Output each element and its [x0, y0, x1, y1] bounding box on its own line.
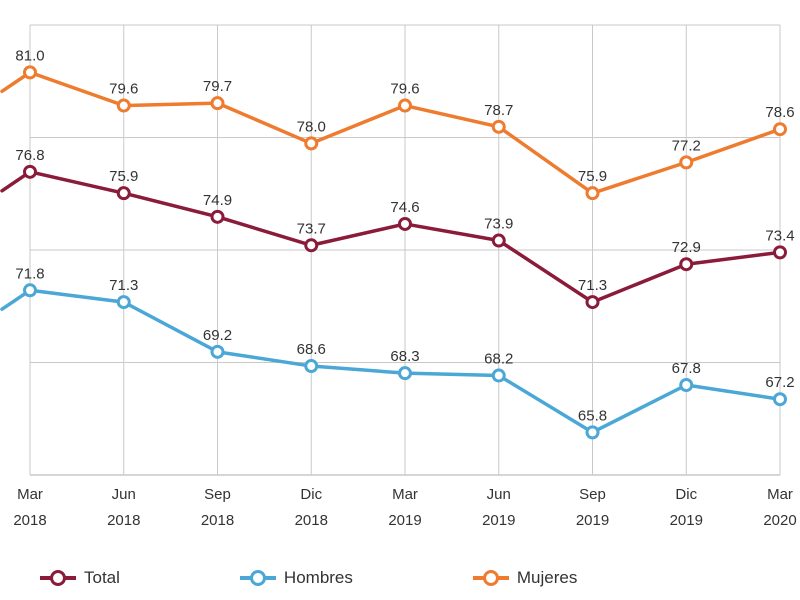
series-marker	[306, 361, 317, 372]
x-month-label: Mar	[392, 486, 418, 503]
legend: Total Hombres Mujeres	[40, 568, 760, 588]
legend-label: Total	[84, 568, 120, 588]
x-year-label: 2019	[670, 512, 703, 529]
x-month-label: Mar	[767, 486, 793, 503]
data-label: 69.2	[203, 327, 232, 344]
data-label: 71.3	[109, 277, 138, 294]
series-marker	[118, 100, 129, 111]
legend-label: Hombres	[284, 568, 353, 588]
data-label: 74.9	[203, 192, 232, 209]
series-marker	[587, 297, 598, 308]
legend-item: Mujeres	[473, 568, 577, 588]
series-marker	[212, 346, 223, 357]
series-marker	[775, 124, 786, 135]
chart-svg: Mar 2018 Jun 2018 Sep 2018 Dic 2018 Mar 2019 Jun 20…	[0, 0, 800, 600]
data-label: 68.3	[390, 348, 419, 365]
x-month-label: Dic	[675, 486, 697, 503]
x-month-label: Dic	[300, 486, 322, 503]
x-month-label: Jun	[112, 486, 136, 503]
data-label: 68.6	[297, 341, 326, 358]
series-marker	[400, 368, 411, 379]
series-marker	[587, 188, 598, 199]
legend-swatch	[40, 576, 76, 580]
legend-item: Hombres	[240, 568, 353, 588]
data-label: 79.6	[109, 81, 138, 98]
series-marker	[681, 380, 692, 391]
x-month-label: Mar	[17, 486, 43, 503]
series-marker	[118, 188, 129, 199]
series-marker	[212, 211, 223, 222]
data-label: 68.2	[484, 351, 513, 368]
series-marker	[400, 100, 411, 111]
series-marker	[681, 157, 692, 168]
data-label: 72.9	[672, 239, 701, 256]
series-marker	[775, 394, 786, 405]
data-label: 73.9	[484, 216, 513, 233]
series-marker	[493, 370, 504, 381]
x-year-label: 2019	[388, 512, 421, 529]
data-label: 71.8	[15, 265, 44, 282]
series-marker	[306, 138, 317, 149]
series-marker	[587, 427, 598, 438]
x-month-label: Sep	[204, 486, 231, 503]
x-month-label: Jun	[487, 486, 511, 503]
series-marker	[25, 285, 36, 296]
series-marker	[212, 98, 223, 109]
data-label: 67.8	[672, 360, 701, 377]
data-label: 78.0	[297, 118, 326, 135]
data-label: 79.6	[390, 81, 419, 98]
x-year-label: 2019	[576, 512, 609, 529]
data-label: 81.0	[15, 47, 44, 64]
legend-item: Total	[40, 568, 120, 588]
series-marker	[306, 240, 317, 251]
series-marker	[25, 67, 36, 78]
series-marker	[118, 297, 129, 308]
data-label: 78.6	[765, 104, 794, 121]
data-label: 73.4	[765, 227, 794, 244]
data-label: 75.9	[109, 168, 138, 185]
legend-swatch	[473, 576, 509, 580]
data-label: 73.7	[297, 220, 326, 237]
series-marker	[681, 259, 692, 270]
data-label: 71.3	[578, 277, 607, 294]
series-marker	[493, 121, 504, 132]
series-marker	[25, 166, 36, 177]
legend-swatch	[240, 576, 276, 580]
x-year-label: 2019	[482, 512, 515, 529]
x-year-label: 2018	[13, 512, 46, 529]
data-label: 75.9	[578, 168, 607, 185]
x-year-label: 2020	[763, 512, 796, 529]
data-label: 79.7	[203, 78, 232, 95]
x-year-label: 2018	[295, 512, 328, 529]
data-label: 77.2	[672, 137, 701, 154]
series-marker	[493, 235, 504, 246]
data-label: 78.7	[484, 102, 513, 119]
x-year-label: 2018	[107, 512, 140, 529]
line-chart: Mar 2018 Jun 2018 Sep 2018 Dic 2018 Mar 2019 Jun 20…	[0, 0, 800, 600]
data-label: 67.2	[765, 374, 794, 391]
x-month-label: Sep	[579, 486, 606, 503]
series-marker	[400, 218, 411, 229]
x-year-label: 2018	[201, 512, 234, 529]
data-label: 65.8	[578, 407, 607, 424]
legend-label: Mujeres	[517, 568, 577, 588]
series-marker	[775, 247, 786, 258]
data-label: 74.6	[390, 199, 419, 216]
data-label: 76.8	[15, 147, 44, 164]
